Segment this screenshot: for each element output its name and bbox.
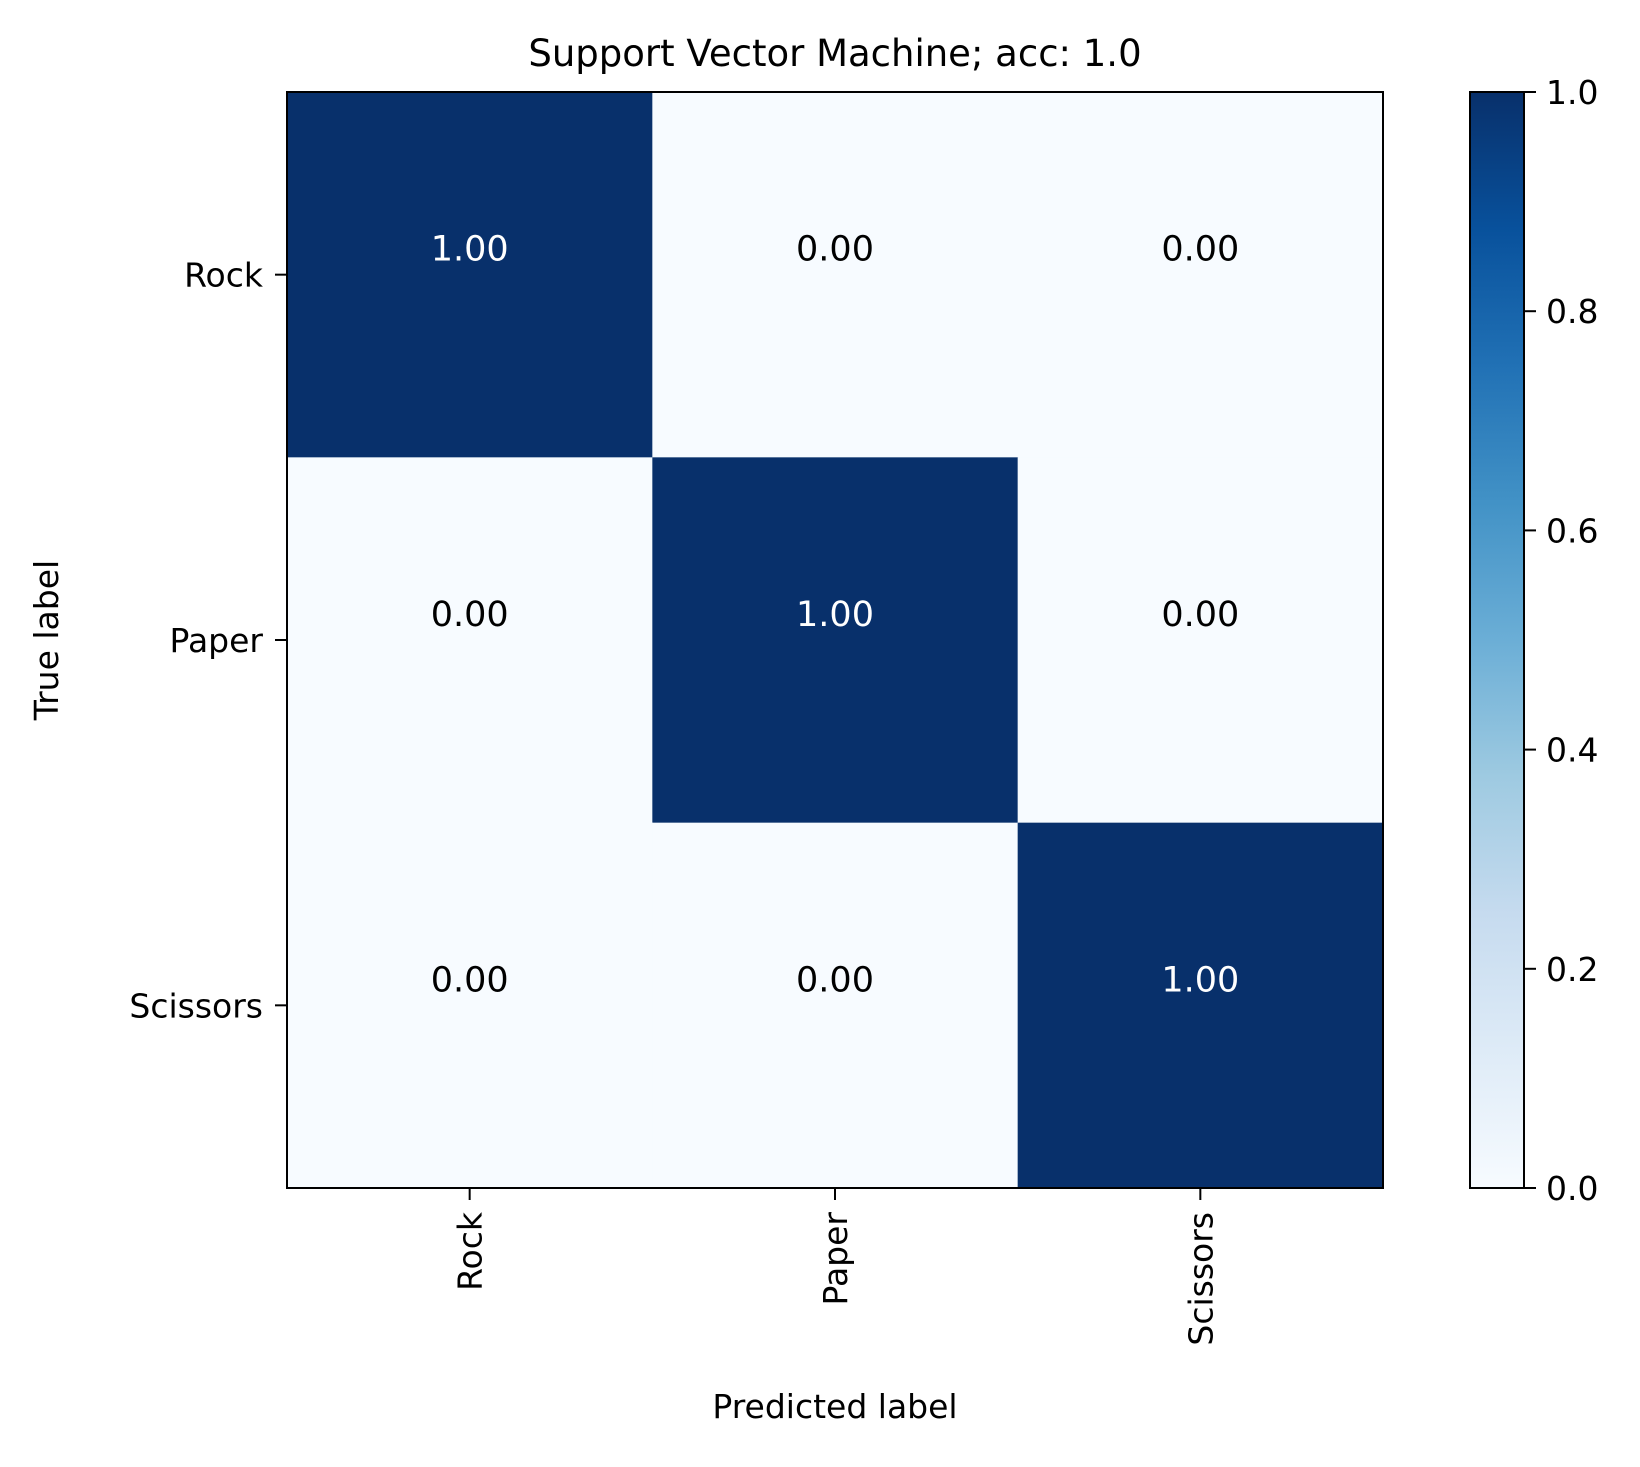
y-tick-label: Paper (170, 621, 264, 660)
y-axis-ticks: Rock Paper Scissors (129, 256, 287, 1025)
heatmap-cell (652, 92, 1019, 458)
cell-value-label: 1.00 (431, 230, 509, 270)
heatmap-cell-labels: 1.00 0.00 0.00 0.00 1.00 0.00 0.00 0.00 1.00 (431, 230, 1240, 1001)
colorbar-tick-label: 1.0 (1546, 73, 1598, 112)
colorbar-tick-label: 0.4 (1546, 731, 1598, 770)
x-axis-label: Predicted label (712, 1387, 957, 1426)
x-tick-label: Scissors (1181, 1212, 1220, 1346)
heatmap-cell (287, 457, 653, 824)
heatmap-cell (1017, 92, 1384, 458)
colorbar (1469, 91, 1525, 1189)
heatmap-cell (652, 822, 1019, 1189)
colorbar-ticks: 0.0 0.2 0.4 0.6 0.8 1.0 (1524, 73, 1598, 1208)
cell-value-label: 0.00 (431, 960, 509, 1000)
heatmap-cell (287, 92, 653, 458)
x-tick-label: Paper (816, 1212, 855, 1306)
cell-value-label: 0.00 (796, 230, 874, 270)
cell-value-label: 1.00 (1161, 960, 1239, 1000)
heatmap-cell (1017, 457, 1384, 824)
cell-value-label: 0.00 (796, 960, 874, 1000)
chart-title: Support Vector Machine; acc: 1.0 (528, 32, 1141, 75)
heatmap-cell (652, 457, 1019, 824)
cell-value-label: 0.00 (1161, 230, 1239, 270)
colorbar-tick-label: 0.8 (1546, 292, 1598, 331)
cell-value-label: 1.00 (796, 595, 874, 635)
heatmap-cell (287, 822, 653, 1189)
heatmap-cells (287, 92, 1384, 1189)
cell-value-label: 0.00 (431, 595, 509, 635)
y-axis-label: True label (27, 560, 66, 721)
colorbar-tick-label: 0.6 (1546, 511, 1598, 550)
x-axis-ticks: Rock Paper Scissors (451, 1188, 1220, 1346)
cell-value-label: 0.00 (1161, 595, 1239, 635)
colorbar-tick-label: 0.0 (1546, 1169, 1598, 1208)
colorbar-tick-label: 0.2 (1546, 950, 1598, 989)
y-tick-label: Rock (184, 256, 264, 295)
heatmap-cell (1017, 822, 1384, 1189)
y-tick-label: Scissors (129, 986, 263, 1025)
x-tick-label: Rock (451, 1211, 490, 1291)
